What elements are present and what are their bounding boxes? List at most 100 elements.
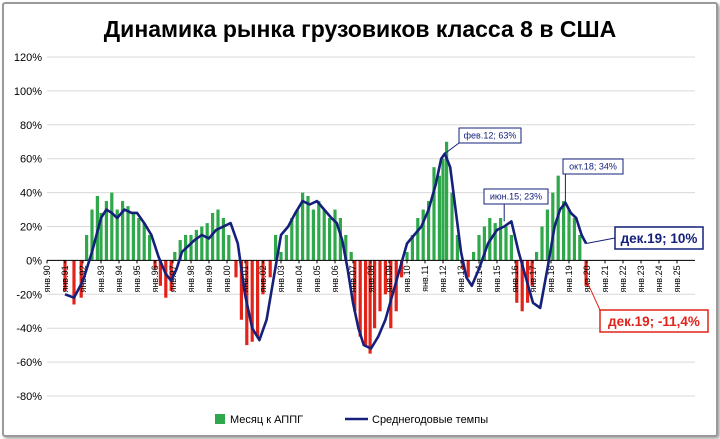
x-tick-label: янв.05 bbox=[312, 265, 322, 292]
data-bar bbox=[389, 260, 393, 329]
data-bar bbox=[205, 223, 209, 261]
data-bar bbox=[364, 260, 368, 346]
data-bar bbox=[301, 192, 305, 261]
data-bar bbox=[482, 226, 486, 261]
data-bar bbox=[256, 260, 260, 337]
data-bar bbox=[578, 234, 582, 261]
data-bar bbox=[311, 209, 315, 261]
data-bar bbox=[515, 260, 519, 303]
data-bar bbox=[322, 209, 326, 261]
x-tick-label: янв.18 bbox=[546, 265, 556, 292]
data-bar bbox=[535, 251, 539, 261]
x-tick-label: янв.04 bbox=[294, 265, 304, 292]
data-bar bbox=[545, 209, 549, 261]
x-tick-label: янв.13 bbox=[456, 265, 466, 292]
annotations: фев.12; 63% июн.15; 23% окт.18; 34% дек.19;… bbox=[444, 127, 709, 333]
annotation-box bbox=[483, 188, 549, 205]
annotation-leader bbox=[585, 279, 601, 311]
data-bar bbox=[121, 201, 125, 261]
legend-bar-label: Месяц к АППГ bbox=[230, 414, 303, 426]
x-tick-label: янв.12 bbox=[438, 265, 448, 292]
data-bar bbox=[115, 209, 119, 261]
x-tick-label: янв.17 bbox=[528, 265, 538, 292]
data-bar bbox=[90, 209, 94, 261]
data-bar bbox=[63, 260, 67, 291]
legend: Месяц к АППГ Среднегодовые темпы bbox=[215, 414, 488, 426]
data-bar bbox=[466, 260, 470, 278]
x-axis-ticks: янв.90 янв.91 янв.92 янв.93 янв.94 янв.95 янв.… bbox=[42, 260, 682, 293]
data-bar bbox=[137, 218, 141, 261]
annotation-leader bbox=[586, 237, 616, 244]
annotation-label: фев.12; 63% bbox=[464, 131, 517, 141]
data-bar bbox=[344, 234, 348, 261]
x-tick-label: янв.03 bbox=[276, 265, 286, 292]
data-bar bbox=[261, 260, 265, 295]
annotation-leader bbox=[444, 142, 460, 155]
data-bar bbox=[317, 201, 321, 261]
data-bar bbox=[416, 218, 420, 261]
x-tick-label: янв.01 bbox=[240, 265, 250, 292]
data-bar bbox=[79, 260, 83, 298]
x-tick-label: янв.06 bbox=[330, 265, 340, 292]
annotation-box bbox=[599, 309, 709, 333]
annotation-box bbox=[458, 127, 522, 144]
y-tick-label: 120% bbox=[14, 52, 42, 64]
data-bar bbox=[373, 260, 377, 329]
data-bar bbox=[432, 167, 436, 261]
data-bar bbox=[211, 212, 215, 261]
data-bar bbox=[520, 260, 524, 312]
data-bar bbox=[499, 218, 503, 261]
x-tick-label: янв.22 bbox=[618, 265, 628, 292]
data-bar bbox=[169, 260, 173, 291]
legend-bar-swatch bbox=[215, 414, 225, 424]
data-bar bbox=[284, 234, 288, 261]
y-tick-label: 100% bbox=[14, 86, 42, 98]
data-bar bbox=[85, 234, 89, 261]
data-bar bbox=[437, 175, 441, 261]
y-tick-label: -20% bbox=[16, 289, 42, 301]
x-tick-label: янв.10 bbox=[402, 265, 412, 292]
data-bar bbox=[400, 260, 404, 278]
x-tick-label: янв.14 bbox=[474, 265, 484, 292]
x-tick-label: янв.15 bbox=[492, 265, 502, 292]
data-bar bbox=[290, 218, 294, 261]
x-tick-label: янв.93 bbox=[96, 265, 106, 292]
data-bar bbox=[173, 251, 177, 261]
annotation-box bbox=[562, 158, 624, 175]
data-bar bbox=[178, 240, 182, 261]
y-tick-label: 40% bbox=[20, 188, 42, 200]
x-tick-label: янв.02 bbox=[258, 265, 268, 292]
data-bar bbox=[148, 234, 152, 261]
data-bar bbox=[333, 209, 337, 261]
data-bar bbox=[540, 226, 544, 261]
data-bar bbox=[142, 223, 146, 261]
x-tick-label: янв.99 bbox=[204, 265, 214, 292]
x-tick-label: янв.19 bbox=[564, 265, 574, 292]
x-tick-label: янв.16 bbox=[510, 265, 520, 292]
x-tick-label: янв.95 bbox=[132, 265, 142, 292]
data-bar bbox=[455, 234, 459, 261]
annotation-label: дек.19; -11,4% bbox=[608, 314, 700, 329]
data-bar bbox=[421, 209, 425, 261]
data-bar bbox=[234, 260, 238, 278]
x-tick-label: янв.98 bbox=[186, 265, 196, 292]
data-bar bbox=[153, 260, 157, 269]
data-bar bbox=[250, 260, 254, 342]
data-bar bbox=[427, 201, 431, 261]
data-bar bbox=[227, 234, 231, 261]
y-tick-label: 80% bbox=[20, 120, 42, 132]
x-tick-label: янв.90 bbox=[42, 265, 52, 292]
data-bar bbox=[378, 260, 382, 312]
y-tick-label: -40% bbox=[16, 323, 42, 335]
average-line bbox=[64, 152, 588, 350]
data-bar bbox=[306, 195, 310, 261]
data-bar bbox=[194, 229, 198, 261]
data-bar bbox=[72, 260, 76, 305]
data-bar bbox=[221, 218, 225, 261]
data-bar bbox=[509, 234, 513, 261]
data-bar bbox=[274, 234, 278, 261]
data-bar bbox=[99, 212, 103, 261]
x-tick-label: янв.96 bbox=[150, 265, 160, 292]
data-bar bbox=[126, 206, 130, 261]
data-bar bbox=[450, 192, 454, 261]
